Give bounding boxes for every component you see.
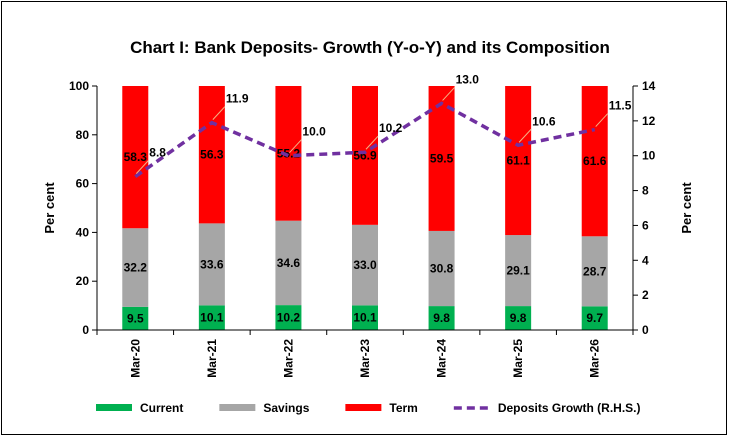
bar-segment-term — [122, 86, 149, 229]
left-axis-label: Per cent — [42, 182, 57, 234]
bar-segment-term — [352, 86, 378, 225]
growth-label-leader — [212, 106, 226, 120]
bar-segment-savings — [581, 236, 608, 307]
bar-segment-savings — [198, 223, 225, 306]
left-tick-label: 20 — [76, 274, 90, 288]
bar-segment-savings — [275, 220, 302, 306]
right-axis-ticks: 0 2 4 6 8 10 12 14 — [633, 79, 656, 337]
legend-swatch-savings — [219, 404, 256, 411]
growth-value-label: 8.8 — [149, 146, 166, 160]
right-axis-label: Per cent — [679, 182, 694, 234]
segment-value-label: 55.2 — [277, 146, 301, 160]
segment-value-label: 32.2 — [124, 261, 148, 275]
segment-value-label: 29.1 — [506, 264, 530, 278]
segment-value-label: 33.0 — [353, 258, 377, 272]
segment-value-label: 59.5 — [430, 151, 454, 165]
legend-label: Current — [140, 401, 183, 415]
bars — [122, 86, 608, 330]
bar-segment-term — [275, 86, 302, 221]
segment-value-label: 28.7 — [583, 264, 607, 278]
bar-segment-term — [198, 86, 225, 224]
segment-value-label: 58.3 — [124, 150, 148, 164]
growth-value-label: 13.0 — [456, 72, 480, 86]
segment-value-label: 61.6 — [583, 154, 607, 168]
growth-label-leader — [518, 128, 532, 143]
left-tick-label: 100 — [69, 79, 89, 93]
legend-label: Term — [389, 401, 417, 415]
left-tick-label: 60 — [76, 177, 90, 191]
bar-segment-current — [505, 306, 532, 330]
growth-line-path — [134, 101, 596, 179]
segment-value-label: 61.1 — [506, 154, 530, 168]
segment-value-label: 33.6 — [200, 257, 224, 271]
growth-label-leader — [135, 160, 149, 174]
segment-value-label: 56.3 — [200, 148, 224, 162]
category-labels: Mar-20 Mar-21 Mar-22 Mar-23 Mar-24 Mar-25 Mar-… — [128, 339, 601, 378]
growth-label-leader — [442, 87, 455, 101]
bar-segment-current — [198, 305, 225, 330]
bar-segment-savings — [505, 235, 532, 307]
growth-value-label: 11.9 — [226, 92, 249, 106]
bar-segment-savings — [122, 228, 149, 307]
right-tick-label: 2 — [642, 288, 649, 302]
segment-value-label: 9.8 — [510, 311, 527, 325]
bar-segment-term — [505, 86, 532, 236]
right-tick-label: 8 — [642, 184, 649, 198]
right-tick-label: 6 — [642, 218, 649, 232]
left-axis-ticks: 0 20 40 60 80 100 — [69, 79, 97, 337]
growth-label-leader — [365, 135, 379, 150]
left-tick-label: 80 — [76, 128, 90, 142]
legend-swatch-current — [96, 404, 132, 411]
category-label: Mar-25 — [511, 339, 525, 378]
growth-label-leader — [289, 139, 302, 154]
category-label: Mar-22 — [281, 339, 295, 378]
bar-segment-term — [581, 86, 608, 237]
growth-label-leader — [595, 113, 609, 127]
right-tick-label: 10 — [642, 149, 656, 163]
growth-value-label: 10.0 — [302, 125, 326, 139]
segment-value-label: 9.7 — [586, 311, 603, 325]
left-tick-label: 40 — [76, 225, 90, 239]
growth-value-label: 10.2 — [379, 121, 403, 135]
category-label: Mar-20 — [128, 339, 142, 378]
right-tick-label: 12 — [642, 114, 656, 128]
growth-line: 8.8 11.9 10.0 10.2 13.0 10.6 11.5 — [134, 72, 632, 179]
axes — [96, 86, 634, 335]
bar-segment-current — [122, 306, 149, 330]
bar-segment-savings — [352, 224, 378, 306]
segment-value-label: 9.5 — [127, 311, 144, 325]
bar-segment-current — [581, 306, 608, 330]
growth-value-label: 11.5 — [609, 99, 632, 113]
legend: Current Savings Term Deposits Growth (R.H.S… — [96, 401, 641, 415]
segment-value-label: 10.1 — [200, 311, 224, 325]
right-tick-label: 0 — [642, 323, 649, 337]
legend-swatch-term — [345, 404, 382, 411]
bar-segment-current — [275, 305, 302, 330]
right-tick-label: 14 — [642, 79, 656, 93]
category-label: Mar-21 — [205, 339, 219, 378]
category-label: Mar-23 — [358, 339, 372, 378]
legend-label: Deposits Growth (R.H.S.) — [498, 401, 641, 415]
segment-value-label: 30.8 — [430, 262, 454, 276]
growth-value-label: 10.6 — [532, 114, 556, 128]
segment-value-label: 34.6 — [277, 256, 301, 270]
bar-segment-savings — [428, 230, 455, 307]
bar-segment-current — [352, 305, 378, 330]
category-label: Mar-26 — [588, 339, 602, 378]
segment-value-label: 10.2 — [277, 311, 301, 325]
legend-label: Savings — [263, 401, 309, 415]
right-tick-label: 4 — [642, 253, 649, 267]
category-label: Mar-24 — [435, 339, 449, 378]
chart-title: Chart I: Bank Deposits- Growth (Y-o-Y) a… — [130, 38, 610, 57]
segment-value-label: 9.8 — [433, 311, 450, 325]
bar-segment-current — [428, 306, 455, 330]
left-tick-label: 0 — [82, 323, 89, 337]
segment-value-label: 10.1 — [353, 311, 377, 325]
